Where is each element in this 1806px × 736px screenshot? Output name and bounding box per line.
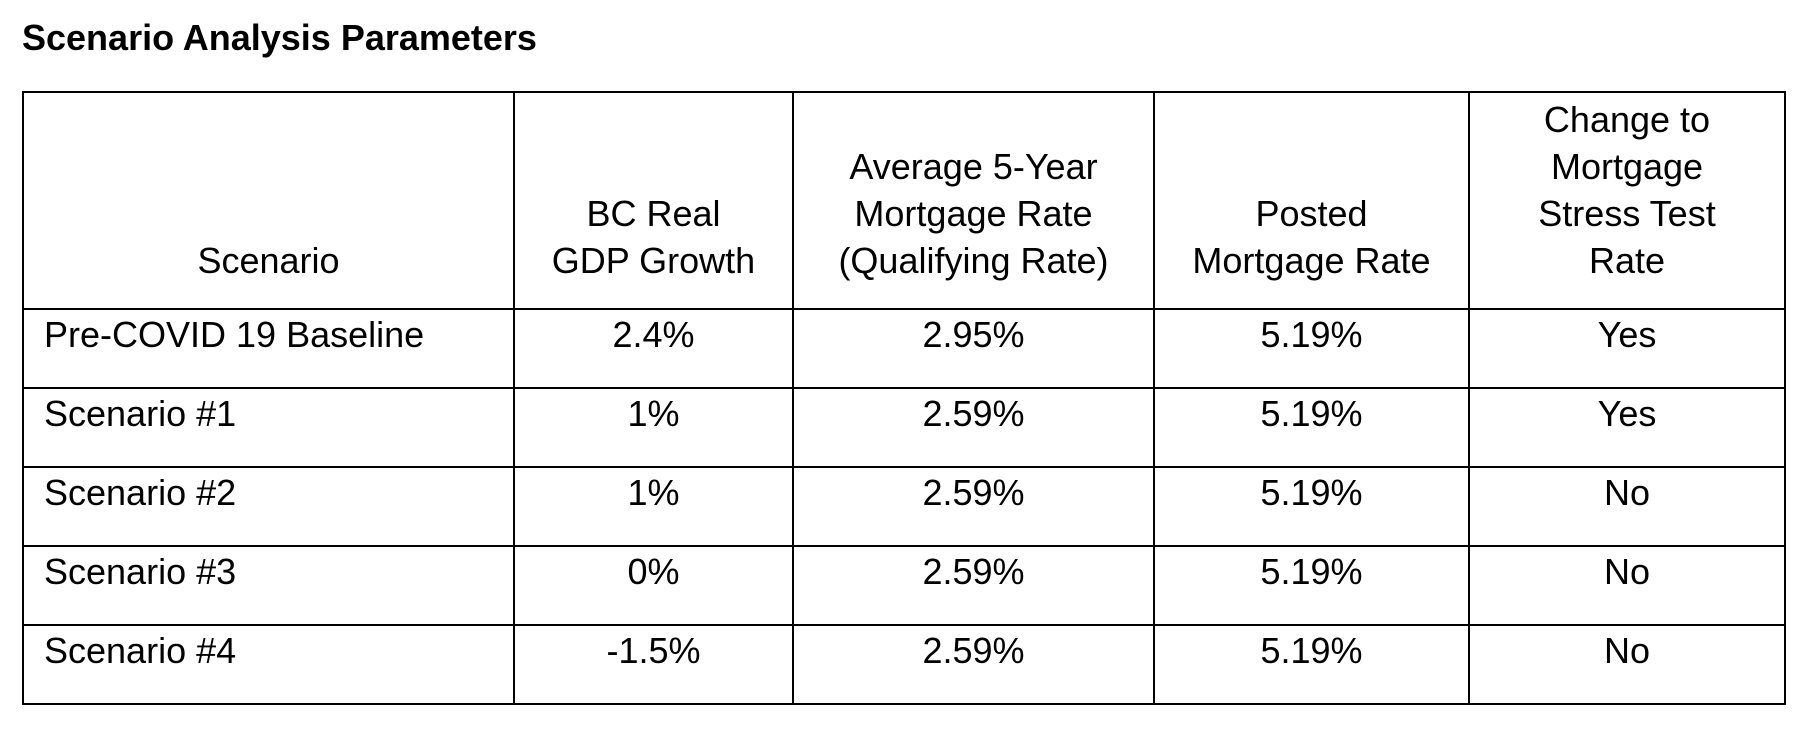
stress-test-change-cell: No [1468,466,1786,547]
scenario-cell: Scenario #3 [22,545,515,626]
gdp-growth-cell: 1% [513,387,794,468]
posted-mortgage-rate-cell: 5.19% [1153,545,1470,626]
average-mortgage-rate-cell: 2.59% [792,624,1155,705]
posted-mortgage-rate-cell: 5.19% [1153,466,1470,547]
posted-mortgage-rate-cell: 5.19% [1153,387,1470,468]
table-row: Scenario #2 1% 2.59% 5.19% No [22,466,1786,547]
stress-test-change-cell: No [1468,545,1786,626]
posted-mortgage-rate-cell: 5.19% [1153,308,1470,389]
table-row: Scenario #1 1% 2.59% 5.19% Yes [22,387,1786,468]
column-header-gdp-growth: BC Real GDP Growth [513,91,794,310]
average-mortgage-rate-cell: 2.95% [792,308,1155,389]
gdp-growth-cell: 2.4% [513,308,794,389]
gdp-growth-cell: 1% [513,466,794,547]
stress-test-change-cell: Yes [1468,387,1786,468]
scenario-parameters-table: Scenario BC Real GDP Growth Average 5-Ye… [22,91,1786,705]
column-header-scenario: Scenario [22,91,515,310]
average-mortgage-rate-cell: 2.59% [792,545,1155,626]
column-header-stress-test-change: Change to Mortgage Stress Test Rate [1468,91,1786,310]
table-body: Pre-COVID 19 Baseline 2.4% 2.95% 5.19% Y… [22,308,1786,705]
stress-test-change-cell: No [1468,624,1786,705]
stress-test-change-cell: Yes [1468,308,1786,389]
scenario-cell: Pre-COVID 19 Baseline [22,308,515,389]
scenario-cell: Scenario #1 [22,387,515,468]
gdp-growth-cell: -1.5% [513,624,794,705]
table-row: Scenario #3 0% 2.59% 5.19% No [22,545,1786,626]
column-header-average-mortgage-rate: Average 5-Year Mortgage Rate (Qualifying… [792,91,1155,310]
posted-mortgage-rate-cell: 5.19% [1153,624,1470,705]
gdp-growth-cell: 0% [513,545,794,626]
table-row: Scenario #4 -1.5% 2.59% 5.19% No [22,624,1786,705]
table-row: Pre-COVID 19 Baseline 2.4% 2.95% 5.19% Y… [22,308,1786,389]
table-header: Scenario BC Real GDP Growth Average 5-Ye… [22,91,1786,310]
scenario-cell: Scenario #4 [22,624,515,705]
average-mortgage-rate-cell: 2.59% [792,466,1155,547]
header-row: Scenario BC Real GDP Growth Average 5-Ye… [22,91,1786,310]
column-header-posted-mortgage-rate: Posted Mortgage Rate [1153,91,1470,310]
average-mortgage-rate-cell: 2.59% [792,387,1155,468]
scenario-cell: Scenario #2 [22,466,515,547]
page-title: Scenario Analysis Parameters [22,17,537,58]
